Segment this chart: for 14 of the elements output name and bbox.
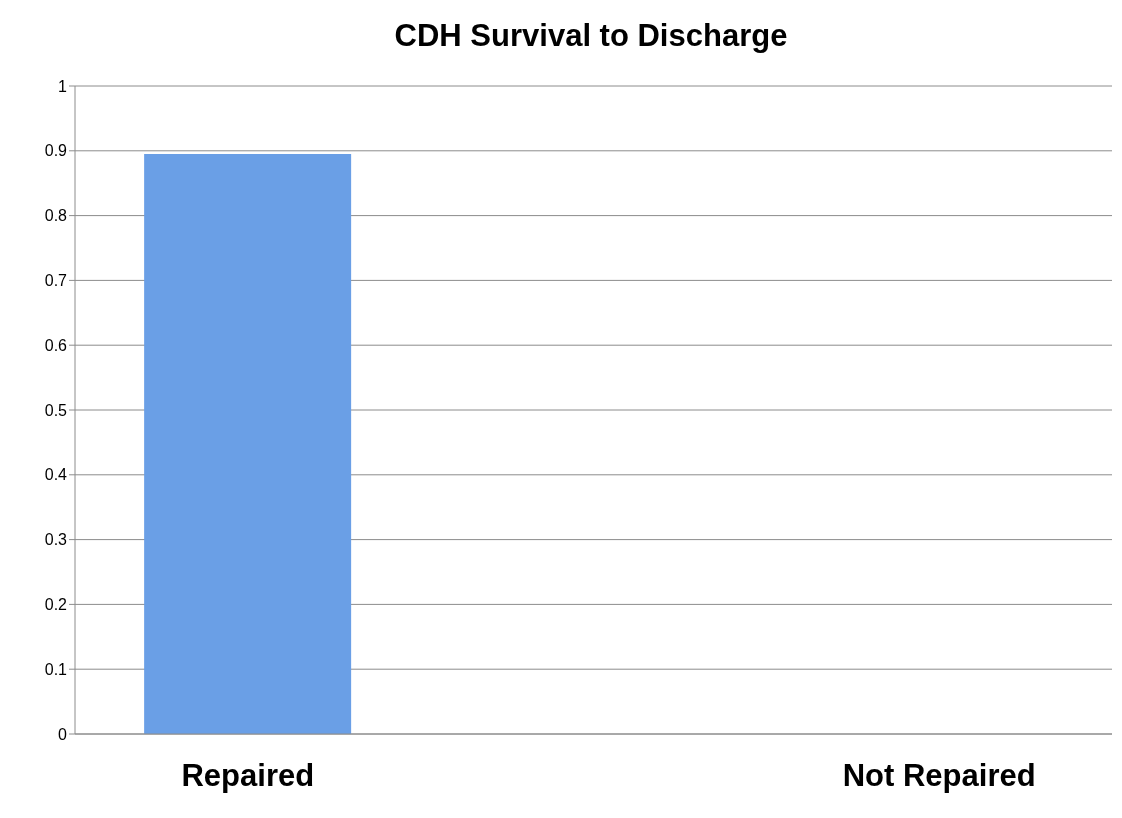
x-tick-label: Not Repaired: [842, 758, 1036, 794]
y-tick-label: 0.2: [44, 596, 68, 614]
y-tick-label: 0.3: [44, 531, 68, 549]
y-tick-label: 0.1: [44, 660, 68, 678]
y-tick-label: 1: [58, 77, 68, 95]
y-tick-label: 0.4: [44, 466, 68, 484]
y-tick-label: 0.6: [44, 336, 68, 354]
y-tick-label: 0.5: [44, 401, 68, 419]
x-tick-label: Repaired: [181, 758, 315, 794]
y-tick-label: 0.7: [44, 272, 68, 290]
chart-title: CDH Survival to Discharge: [393, 17, 789, 55]
y-tick-label: 0.8: [44, 207, 68, 225]
y-tick-label: 0: [58, 725, 68, 743]
y-tick-label: 0.9: [44, 142, 68, 160]
